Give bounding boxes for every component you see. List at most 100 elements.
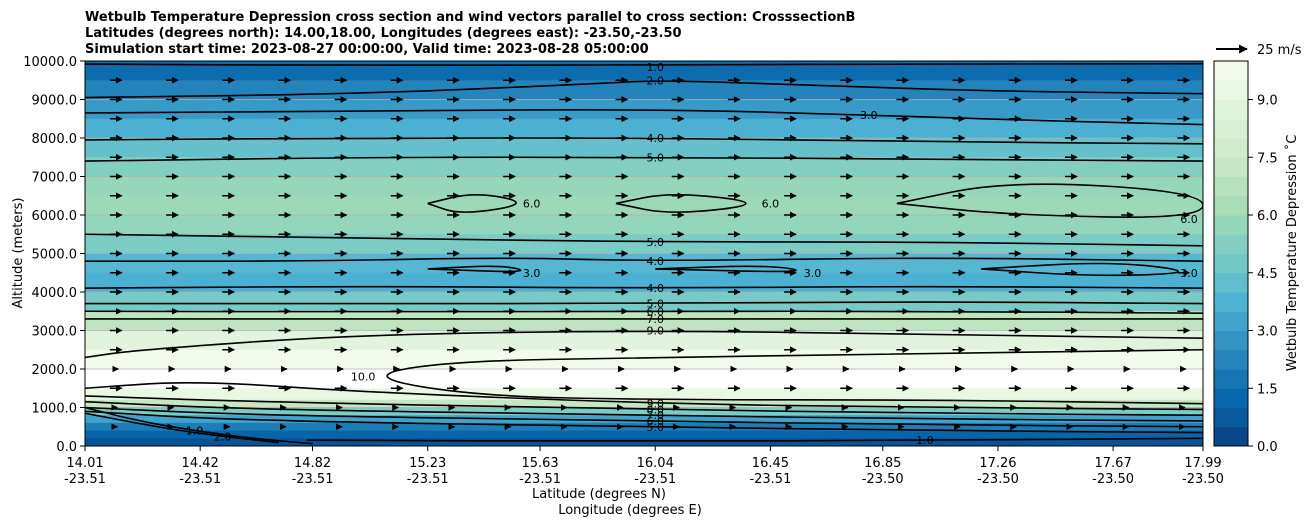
contour-label: 2.0 [646, 74, 664, 87]
x-tick-label-lon: -23.50 [977, 472, 1019, 487]
contour-label: 5.0 [646, 151, 664, 164]
contour-line [85, 330, 1203, 359]
title-line-1: Wetbulb Temperature Depression cross sec… [85, 10, 855, 25]
fill-band [85, 415, 1203, 424]
fill-band [85, 430, 1203, 439]
contour-line [85, 109, 1203, 126]
x-tick-label-lon: -23.50 [862, 472, 904, 487]
fill-band [85, 118, 1203, 139]
contour-line [85, 257, 1203, 262]
y-tick-label: 4000.0 [32, 286, 78, 301]
contour-label: 9.0 [646, 325, 664, 338]
contour-line [85, 412, 279, 444]
colorbar-tick-label: 3.0 [1257, 325, 1278, 340]
colorbar-band [1214, 176, 1248, 197]
colorbar-band [1214, 311, 1248, 331]
colorbar-band [1214, 118, 1248, 139]
x-tick-label-lat: 17.99 [1184, 456, 1221, 471]
colorbar-band [1214, 292, 1248, 312]
contour-label: 2.0 [214, 430, 232, 443]
colorbar-tick-label: 6.0 [1257, 209, 1278, 224]
contour-fill [85, 61, 1203, 446]
contour-label: 7.0 [646, 313, 664, 326]
contour-line [85, 62, 1203, 67]
colorbar-tick-label: 7.5 [1257, 151, 1278, 166]
fill-band [85, 349, 1203, 370]
x-tick-label-lat: 15.23 [409, 456, 446, 471]
x-tick-label-lat: 14.01 [66, 456, 103, 471]
fill-band [85, 438, 1203, 446]
colorbar-band [1214, 195, 1248, 216]
y-tick-label: 1000.0 [32, 402, 78, 417]
fill-band [85, 157, 1203, 177]
title-line-3: Simulation start time: 2023-08-27 00:00:… [85, 42, 649, 57]
contour-label: 10.0 [351, 371, 376, 384]
y-tick-label: 9000.0 [32, 94, 78, 109]
contour-line [427, 193, 517, 213]
colorbar-tick-label: 4.5 [1257, 267, 1278, 282]
x-tick-label-lon: -23.51 [179, 472, 221, 487]
y-tick-label: 2000.0 [32, 363, 78, 378]
y-axis: 0.0 1000.0 2000.0 3000.0 4000.0 5000.0 6000.0 7… [23, 55, 85, 455]
colorbar: 0.0 1.5 3.0 4.5 6.0 7.5 9.0 [1213, 60, 1278, 455]
contour-label: 1.0 [186, 425, 204, 438]
contour-line [85, 382, 1203, 411]
contour-line [306, 437, 1203, 442]
fill-band [85, 61, 1203, 81]
colorbar-band [1214, 388, 1248, 408]
x-tick-label-lat: 14.82 [294, 456, 331, 471]
colorbar-band [1214, 369, 1248, 389]
contour-label: 6.0 [523, 197, 541, 210]
title-line-2: Latitudes (degrees north): 14.00,18.00, … [85, 26, 682, 41]
fill-band [85, 176, 1203, 197]
colorbar-band [1214, 349, 1248, 370]
contour-label: 1.0 [646, 61, 664, 74]
x-tick-label-lat: 14.42 [182, 456, 219, 471]
x-axis: 14.01-23.5114.42-23.5114.82-23.5115.23-2… [64, 446, 1224, 487]
contour-label: 3.0 [523, 267, 541, 280]
colorbar-band [1214, 272, 1248, 293]
contour-label: 4.0 [646, 255, 664, 268]
x-tick-label-lat: 17.67 [1095, 456, 1132, 471]
y-axis-label: Altitude (meters) [11, 198, 26, 309]
colorbar-tick-label: 1.5 [1257, 382, 1278, 397]
fill-band [85, 138, 1203, 158]
contour-label: 5.0 [646, 421, 664, 434]
colorbar-band [1214, 157, 1248, 177]
contour-label: 7.0 [646, 409, 664, 422]
colorbar-band [1214, 61, 1248, 81]
contour-label: 6.0 [646, 415, 664, 428]
chart-title: Wetbulb Temperature Depression cross sec… [85, 10, 855, 57]
contour-line [386, 348, 1203, 405]
colorbar-band [1214, 330, 1248, 351]
y-tick-label: 5000.0 [32, 248, 78, 263]
contour-line [85, 406, 313, 445]
colorbar-band [1214, 80, 1248, 100]
contour-label: 9.0 [646, 398, 664, 411]
contour-line [85, 156, 1203, 162]
fill-band [85, 369, 1203, 389]
colorbar-band [1214, 234, 1248, 254]
contour-line [85, 233, 1203, 247]
colorbar-frame [1213, 60, 1249, 447]
fill-band [85, 234, 1203, 254]
x-axis-label-lat: Latitude (degrees N) [532, 487, 666, 502]
contour-label: 4.0 [646, 282, 664, 295]
y-tick-label: 6000.0 [32, 209, 78, 224]
x-tick-label-lat: 16.85 [864, 456, 901, 471]
x-axis-label-lon: Longitude (degrees E) [558, 503, 702, 518]
colorbar-label: Wetbulb Temperature Depression ˚C [1284, 135, 1300, 372]
colorbar-band [1214, 215, 1248, 235]
colorbar-tick-label: 9.0 [1257, 94, 1278, 109]
fill-band [85, 407, 1203, 416]
fill-band [85, 215, 1203, 235]
contour-line [85, 395, 1203, 416]
y-tick-label: 8000.0 [32, 132, 78, 147]
contour-label: 6.0 [646, 305, 664, 318]
wind-vectors [109, 76, 1191, 431]
x-tick-label-lon: -23.51 [64, 472, 106, 487]
contour-line [615, 194, 747, 213]
contour-label: 4.0 [646, 132, 664, 145]
contour-line [85, 285, 1203, 289]
